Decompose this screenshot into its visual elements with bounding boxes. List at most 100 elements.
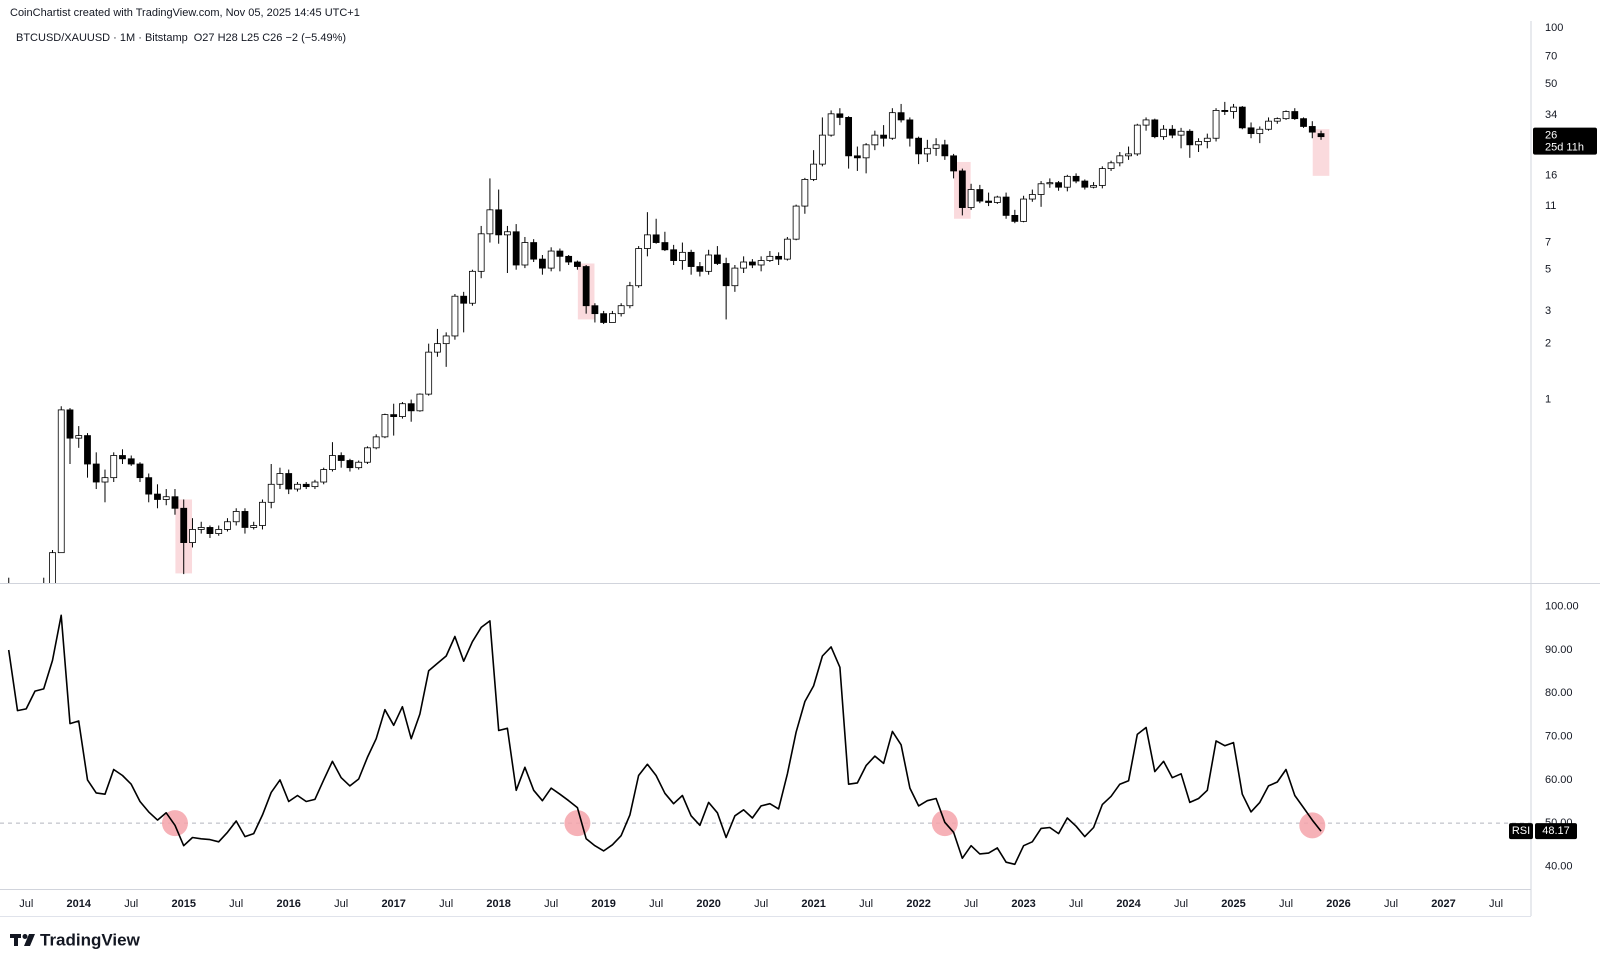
highlight-box — [1312, 129, 1330, 176]
x-tick-label: 2020 — [696, 898, 720, 910]
candle-body — [442, 335, 450, 345]
logo-text: TradingView — [40, 930, 141, 949]
candle-body — [591, 305, 599, 315]
candle-body — [224, 521, 231, 530]
candle-body — [574, 261, 581, 267]
candle-body — [460, 295, 468, 304]
x-tick-label: 2024 — [1116, 898, 1141, 910]
candle-body — [189, 529, 196, 543]
candle-body — [206, 527, 214, 534]
x-tick-label: Jul — [334, 898, 348, 910]
candle-body — [136, 463, 144, 479]
candle-body — [110, 455, 118, 479]
candle-body — [1002, 196, 1010, 216]
rsi-tick-label: 80.00 — [1545, 687, 1573, 699]
price-tag — [1533, 127, 1597, 155]
candle-body — [1046, 182, 1054, 185]
candle-body — [1107, 162, 1115, 170]
candle-body — [1125, 153, 1132, 157]
y-tick-label: 50 — [1545, 78, 1557, 90]
candle-body — [1265, 120, 1272, 130]
candle-body — [1028, 194, 1036, 200]
candle-body — [1212, 109, 1220, 139]
x-tick-label: 2022 — [906, 898, 930, 910]
candle-body — [1151, 119, 1159, 138]
rsi-tick-label: 100.00 — [1545, 601, 1579, 613]
x-tick-label: Jul — [1279, 898, 1293, 910]
candle-body — [180, 507, 188, 543]
candle-body — [154, 493, 161, 500]
candle-body — [145, 477, 153, 495]
candle-body — [512, 231, 520, 266]
y-tick-label: 100 — [1545, 22, 1563, 34]
x-tick-label: Jul — [1069, 898, 1083, 910]
attribution: CoinChartist created with TradingView.co… — [10, 7, 360, 19]
candle-body — [1203, 137, 1211, 142]
candle-body — [259, 501, 266, 526]
candle-body — [1177, 130, 1185, 136]
candle-body — [372, 436, 380, 449]
candle-body — [950, 155, 957, 172]
candle-body — [906, 119, 914, 139]
candle-body — [267, 483, 275, 503]
candle-body — [897, 112, 905, 121]
candle-body — [1230, 106, 1237, 112]
candle-body — [171, 496, 179, 509]
candle-body — [101, 477, 109, 483]
candle-body — [1133, 124, 1141, 155]
y-tick-label: 16 — [1545, 170, 1557, 182]
logo-shape — [14, 934, 18, 946]
candle-body — [346, 460, 354, 469]
candle-body — [294, 483, 301, 490]
candle-body — [617, 305, 625, 315]
candle-body — [556, 250, 564, 257]
rsi-tick-label: 60.00 — [1545, 774, 1573, 786]
candle-body — [425, 351, 433, 395]
candle-body — [1063, 175, 1071, 188]
candle-body — [915, 137, 922, 155]
candle-body — [530, 242, 538, 260]
candle-body — [792, 205, 800, 240]
candle-body — [976, 189, 984, 202]
candle-body — [399, 403, 406, 417]
candle-body — [1081, 180, 1089, 188]
candle-body — [626, 285, 634, 307]
candle-body — [57, 409, 65, 554]
logo-shape — [24, 934, 35, 946]
candle-body — [670, 249, 678, 261]
candle-body — [1256, 128, 1264, 135]
rsi-tick-label: 40.00 — [1545, 860, 1573, 872]
x-tick-label: 2019 — [591, 898, 615, 910]
x-tick-label: Jul — [124, 898, 138, 910]
candle-body — [416, 393, 424, 412]
candle-body — [1168, 128, 1176, 136]
candle-body — [521, 242, 529, 266]
rsi-pane — [0, 614, 1531, 866]
candle-body — [355, 461, 363, 469]
candle-body — [407, 403, 415, 412]
candle-body — [801, 179, 809, 207]
candle-body — [1098, 168, 1106, 186]
ohlc-label: O27 H28 L25 C26 −2 (−5.49%) — [194, 32, 346, 44]
candle-body — [985, 200, 992, 203]
candle-body — [434, 343, 441, 353]
x-tick-label: Jul — [1384, 898, 1398, 910]
x-tick-label: Jul — [1174, 898, 1188, 910]
price-pane — [8, 101, 1330, 583]
rsi-value-tag — [1535, 823, 1577, 840]
candle-body — [862, 144, 870, 159]
candle-body — [766, 255, 774, 261]
candle-body — [1142, 119, 1150, 126]
rsi-value-label: 48.17 — [1542, 825, 1570, 837]
x-tick-label: Jul — [229, 898, 243, 910]
candle-body — [477, 233, 485, 272]
y-tick-label: 11 — [1545, 200, 1556, 212]
candle-body — [871, 134, 879, 146]
candle-body — [1291, 111, 1299, 120]
y-tick-label: 7 — [1545, 236, 1551, 248]
x-tick-label: 2014 — [66, 898, 91, 910]
candle-body — [775, 255, 783, 260]
candle-body — [600, 313, 608, 323]
candle-body — [740, 261, 748, 269]
